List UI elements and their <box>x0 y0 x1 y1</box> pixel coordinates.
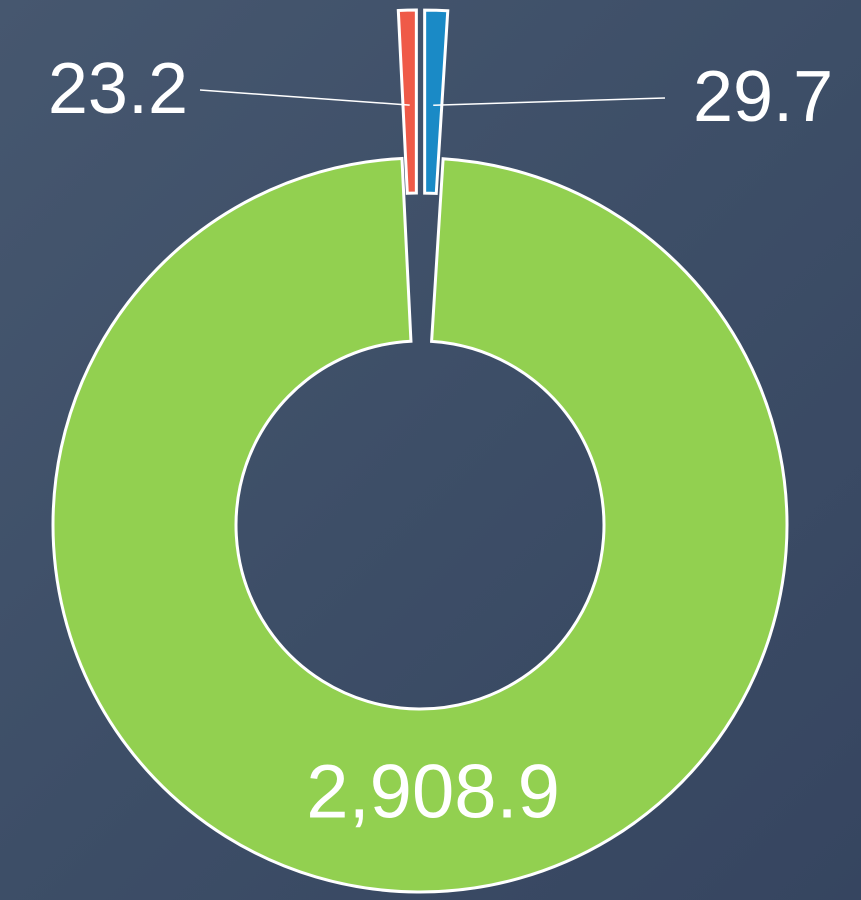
data-label: 23.2 <box>48 49 188 129</box>
donut-slice <box>51 156 789 894</box>
donut-slice <box>396 8 418 195</box>
data-label: 29.7 <box>693 57 833 137</box>
leader-line <box>433 97 666 106</box>
donut-slice <box>423 8 450 196</box>
data-label: 2,908.9 <box>306 750 560 835</box>
leader-line <box>199 89 410 106</box>
